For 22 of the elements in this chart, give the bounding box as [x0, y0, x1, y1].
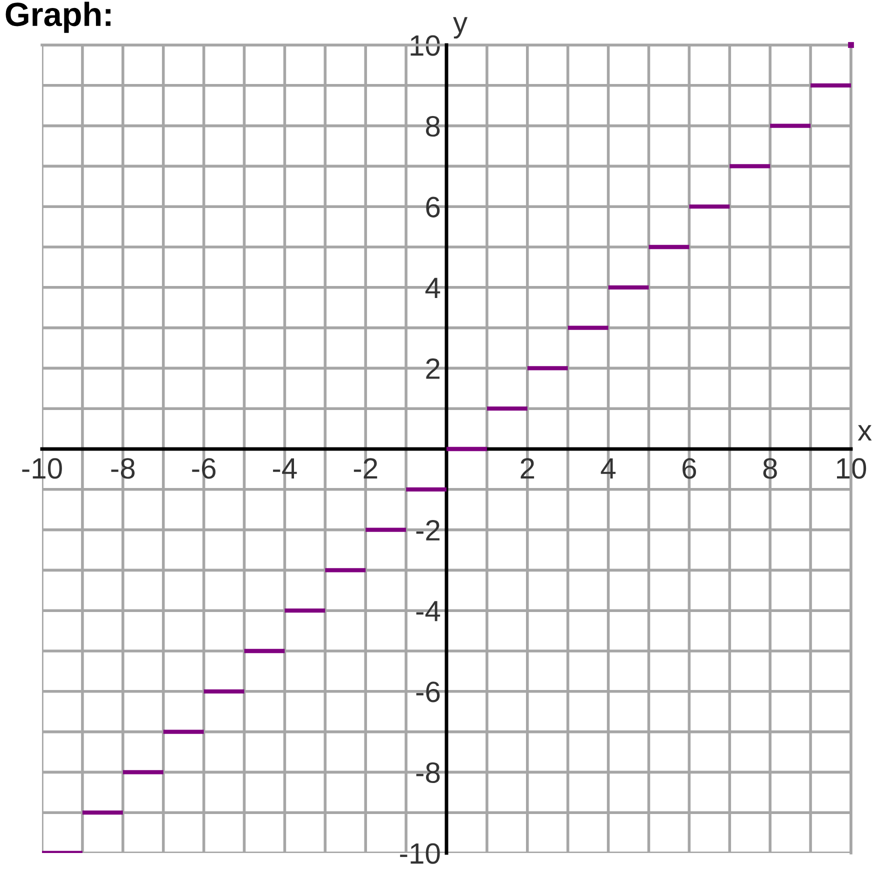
- x-tick-label: -8: [111, 458, 135, 479]
- x-tick-label: -6: [192, 458, 216, 479]
- y-tick-label: -4: [416, 601, 440, 622]
- y-tick-label: -8: [416, 762, 440, 784]
- y-tick-label: 8: [426, 116, 440, 137]
- y-tick-label: -10: [400, 843, 440, 864]
- x-tick-label: 4: [600, 458, 616, 478]
- x-axis-title: x: [858, 425, 872, 441]
- y-tick-label: 2: [426, 358, 440, 379]
- chart-title: Graph:: [6, 2, 110, 33]
- x-tick-label: 10: [837, 458, 866, 479]
- y-tick-label: 4: [425, 278, 440, 298]
- x-tick-label: 8: [763, 458, 777, 479]
- y-axis-title: y: [453, 17, 468, 39]
- y-tick-label: 6: [426, 196, 440, 218]
- x-tick-label: 6: [682, 458, 696, 479]
- x-tick-label: 2: [520, 458, 534, 478]
- x-tick-label: -2: [354, 458, 378, 478]
- y-tick-label: -6: [416, 682, 440, 702]
- x-tick-label: -4: [273, 458, 297, 478]
- x-tick-label: -10: [22, 458, 62, 479]
- y-tick-label: -2: [416, 520, 440, 540]
